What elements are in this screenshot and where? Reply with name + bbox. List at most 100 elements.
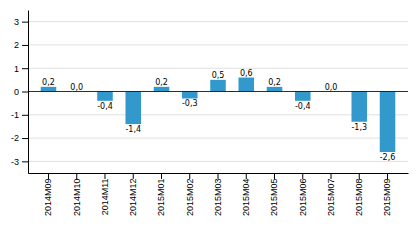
y-axis: -3 -2 -1 0 1 2 3	[11, 11, 29, 174]
x-tick-mark	[76, 173, 77, 179]
data-labels: 0,2 0,0 -0,4 -1,4 0,2 -0,3 0,5 0,6 0,2 -0,4 0,0 -1,…	[42, 69, 395, 163]
zero-line	[28, 91, 408, 92]
bar	[182, 92, 198, 99]
grid-line	[28, 21, 408, 22]
x-tick-mark	[218, 173, 219, 179]
x-tick: 2015M08	[354, 173, 364, 216]
x-tick-label: 2015M08	[354, 178, 364, 216]
x-tick-label: 2015M05	[269, 178, 279, 216]
data-label: 0,5	[212, 71, 225, 80]
x-tick-mark	[387, 173, 388, 179]
grid-line	[28, 91, 408, 92]
y-tick-label: -1	[11, 110, 19, 120]
x-tick-mark	[104, 173, 105, 179]
x-tick: 2015M02	[185, 173, 195, 216]
bars	[41, 78, 396, 153]
y-tick-label: -3	[11, 157, 19, 167]
data-label: -0,4	[295, 102, 311, 111]
bar	[41, 87, 57, 92]
x-tick-mark	[189, 173, 190, 179]
bar	[295, 92, 311, 101]
x-tick-label: 2015M04	[241, 178, 251, 216]
x-tick-label: 2014M09	[43, 178, 53, 216]
bar	[125, 92, 141, 125]
y-tick-mark	[22, 68, 28, 69]
y-tick-mark	[22, 115, 28, 116]
y-tick-label: 3	[14, 17, 19, 27]
data-label: 0,0	[325, 83, 338, 92]
data-label: -1,3	[351, 123, 367, 132]
bar	[154, 87, 170, 92]
x-tick-label: 2015M01	[156, 178, 166, 216]
plot: -3-2-101232014M092014M102014M112014M1220…	[11, 11, 409, 216]
bar	[351, 92, 367, 122]
data-label: -1,4	[125, 125, 141, 134]
data-label: -0,4	[97, 102, 113, 111]
y-tick-label: 1	[14, 64, 19, 74]
x-tick-label: 2015M03	[213, 178, 223, 216]
x-tick-mark	[161, 173, 162, 179]
x-tick-mark	[246, 173, 247, 179]
data-label: -0,3	[182, 99, 198, 108]
bar	[238, 78, 254, 92]
x-tick: 2015M05	[269, 173, 279, 216]
y-tick-label: -2	[11, 133, 19, 143]
bar	[97, 92, 113, 101]
x-tick-label: 2015M07	[326, 178, 336, 216]
x-tick-label: 2015M09	[382, 178, 392, 216]
x-tick-mark	[302, 173, 303, 179]
x-tick-mark	[274, 173, 275, 179]
data-label: 0,2	[155, 78, 168, 87]
y-axis-line	[28, 11, 29, 174]
y-tick-mark	[22, 45, 28, 46]
grid-line	[28, 114, 408, 115]
x-tick: 2014M11	[100, 173, 110, 215]
grid	[28, 22, 408, 162]
y-tick-mark	[22, 161, 28, 162]
data-label: 0,6	[240, 69, 253, 78]
x-tick-label: 2014M12	[128, 178, 138, 216]
y-tick: 3	[14, 17, 28, 27]
bar	[267, 87, 283, 92]
x-tick-mark	[133, 173, 134, 179]
y-tick-label: 0	[14, 87, 19, 97]
x-axis: 2014M09 2014M10 2014M11 2014M12 2015M01 2015M…	[29, 173, 409, 216]
bar	[210, 80, 226, 92]
chart: -3-2-101232014M092014M102014M112014M1220…	[0, 0, 416, 227]
x-tick-label: 2014M11	[100, 178, 110, 215]
x-tick: 2014M12	[128, 173, 138, 216]
y-tick-mark	[22, 22, 28, 23]
y-tick: 1	[14, 64, 28, 74]
x-tick: 2015M01	[156, 173, 166, 216]
x-tick-label: 2015M02	[185, 178, 195, 216]
y-tick-label: 2	[14, 40, 19, 50]
x-tick: 2015M07	[326, 173, 336, 216]
y-tick: -1	[11, 110, 28, 120]
grid-line	[28, 161, 408, 162]
x-tick: 2014M10	[72, 173, 82, 216]
data-label: -2,6	[380, 153, 396, 162]
data-label: 0,2	[42, 78, 55, 87]
y-tick: -3	[11, 157, 28, 167]
x-tick-mark	[359, 173, 360, 179]
grid-line	[28, 44, 408, 45]
x-tick: 2014M09	[43, 173, 53, 216]
x-tick: 2015M03	[213, 173, 223, 216]
x-tick-label: 2015M06	[298, 178, 308, 216]
y-tick: -2	[11, 133, 28, 143]
data-label: 0,0	[70, 83, 83, 92]
data-label: 0,2	[268, 78, 281, 87]
grid-line	[28, 138, 408, 139]
y-tick: 0	[14, 87, 28, 97]
y-tick-mark	[22, 92, 28, 93]
x-tick-mark	[48, 173, 49, 179]
x-tick: 2015M06	[298, 173, 308, 216]
x-tick-label: 2014M10	[72, 178, 82, 216]
y-tick-mark	[22, 138, 28, 139]
x-tick: 2015M04	[241, 173, 251, 216]
x-tick-mark	[331, 173, 332, 179]
y-tick: 2	[14, 40, 28, 50]
bar	[380, 92, 396, 153]
grid-line	[28, 68, 408, 69]
x-tick: 2015M09	[382, 173, 392, 216]
